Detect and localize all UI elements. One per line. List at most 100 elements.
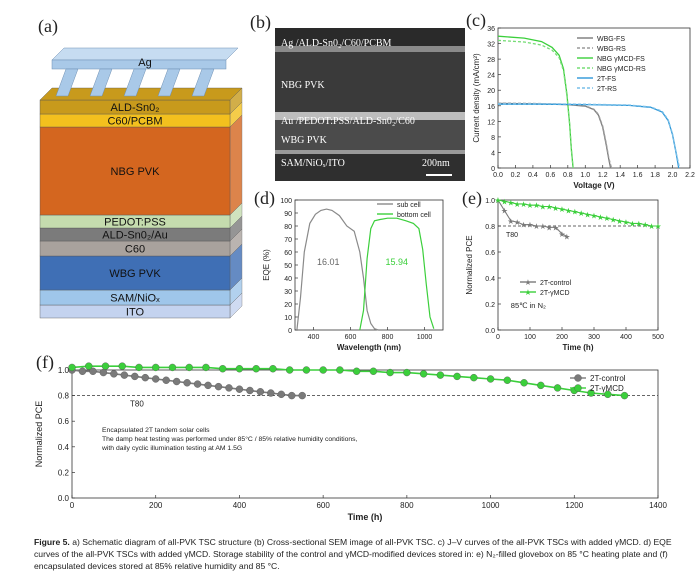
- x-tick-label: 0.0: [493, 172, 503, 179]
- x-tick-label: 0: [70, 501, 75, 510]
- data-point: [68, 363, 76, 372]
- legend-marker: [574, 374, 582, 382]
- panel-b-label: (b): [250, 12, 271, 32]
- data-point: ★: [501, 206, 508, 215]
- data-point: ★: [584, 210, 591, 219]
- eqe-integrated-bottom: 15.94: [385, 257, 408, 267]
- x-tick-label: 1.2: [598, 172, 608, 179]
- data-point: ★: [533, 201, 540, 210]
- y-tick-label: 70: [284, 237, 292, 244]
- y-axis-label: Current density (mA/cm²): [472, 53, 481, 143]
- data-point: [246, 386, 254, 395]
- y-tick-label: 0: [491, 166, 495, 173]
- series-line: [497, 102, 612, 169]
- y-tick-label: 0.4: [58, 443, 70, 452]
- data-point: [252, 365, 260, 373]
- x-tick-label: 100: [524, 334, 536, 341]
- data-point: [267, 389, 275, 397]
- data-point: ★: [552, 204, 559, 213]
- series-line: [497, 39, 574, 169]
- y-tick-label: 10: [284, 315, 292, 322]
- layer-label: PEDOT:PSS: [104, 217, 166, 229]
- y-tick-label: 8: [491, 135, 495, 142]
- x-tick-label: 2.0: [668, 172, 678, 179]
- series-line: [498, 103, 680, 169]
- ag-label: Ag: [138, 57, 151, 69]
- y-tick-label: 1.0: [58, 366, 70, 375]
- legend-marker: [574, 384, 582, 392]
- data-point: ★: [526, 221, 533, 230]
- x-axis-label: Wavelength (nm): [337, 343, 401, 352]
- layer-label: C60/PCBM: [107, 116, 162, 128]
- data-point: [202, 363, 210, 372]
- x-tick-label: 200: [149, 501, 163, 510]
- figure-caption: Figure 5. a) Schematic diagram of all-PV…: [34, 536, 674, 572]
- data-point: [185, 363, 193, 372]
- data-point: ★: [603, 214, 610, 223]
- x-tick-label: 1.4: [615, 172, 625, 179]
- series-line: [296, 208, 379, 331]
- y-tick-label: 0: [288, 328, 292, 335]
- y-tick-label: 0.6: [485, 250, 495, 257]
- y-axis-label: Normalized PCE: [34, 401, 44, 468]
- data-point: [470, 373, 478, 382]
- data-point: [369, 367, 378, 375]
- data-point: ★: [520, 221, 527, 230]
- x-tick-label: 0.4: [528, 172, 538, 179]
- x-tick-label: 1000: [482, 501, 500, 510]
- series-line: [497, 199, 658, 227]
- data-point: ★: [642, 221, 649, 230]
- y-tick-label: 28: [487, 57, 495, 64]
- y-tick-label: 0.0: [485, 328, 495, 335]
- data-point: [288, 391, 296, 400]
- data-point: [269, 365, 277, 373]
- data-point: [620, 391, 629, 400]
- data-point: [604, 390, 612, 399]
- data-point: [537, 381, 545, 390]
- y-tick-label: 16: [487, 104, 495, 111]
- layer-label: WBG PVK: [109, 268, 161, 280]
- data-point: [141, 373, 149, 382]
- data-point: [403, 368, 411, 377]
- y-tick-label: 40: [284, 276, 292, 283]
- legend-label: 2T-FS: [597, 76, 616, 83]
- damp-heat-chart: 0 200 400 600 800 1000 1200 1400 0.0 0.2 0.4 0.6 0.8…: [34, 362, 667, 522]
- x-tick-label: 600: [345, 334, 357, 341]
- eqe-chart: 400 600 800 1000 0 10 20 30 40 50 60 70 80 90 100 Wavel…: [262, 198, 444, 352]
- legend-marker: ★: [524, 278, 531, 287]
- layer-front: [39, 126, 231, 216]
- data-point: [218, 365, 227, 373]
- data-point: [162, 376, 170, 384]
- condition-annotation: with daily cyclic illumination testing a…: [101, 445, 242, 452]
- x-tick-label: 600: [316, 501, 330, 510]
- y-tick-label: 90: [284, 211, 292, 218]
- legend-label: 2T-control: [590, 374, 626, 383]
- x-tick-label: 1.8: [650, 172, 660, 179]
- y-tick-label: 0.2: [485, 302, 495, 309]
- data-point: [386, 368, 394, 377]
- data-point: [172, 377, 181, 386]
- y-tick-label: 30: [284, 289, 292, 296]
- jv-chart: 0.0 0.2 0.4 0.6 0.8 1.0 1.2 1.4 1.6 1.8 2.0 2.2 0 4 8 1…: [472, 26, 695, 190]
- data-point: [118, 362, 126, 370]
- sem-layer-label: Ag /ALD-Sn0₂/C60/PCBM: [281, 38, 392, 49]
- condition-annotation: The damp heat testing was performed unde…: [102, 435, 358, 443]
- data-point: [131, 372, 139, 381]
- y-tick-label: 1.0: [485, 198, 495, 205]
- y-tick-label: 0.0: [58, 494, 70, 503]
- data-point: [110, 370, 118, 378]
- data-point: [183, 379, 191, 387]
- x-tick-label: 0: [496, 334, 500, 341]
- data-point: [302, 366, 311, 374]
- data-point: ★: [539, 203, 546, 212]
- legend-label: 2T-control: [540, 280, 572, 287]
- y-tick-label: 32: [487, 42, 495, 49]
- data-point: ★: [546, 223, 553, 232]
- layer-label: NBG PVK: [111, 166, 161, 178]
- data-point: ★: [610, 216, 617, 225]
- layer-side: [229, 114, 243, 216]
- legend-label: WBG-FS: [597, 36, 625, 43]
- sem-layer-label: WBG PVK: [281, 135, 327, 146]
- data-point: [486, 375, 495, 383]
- series-line: [71, 365, 625, 397]
